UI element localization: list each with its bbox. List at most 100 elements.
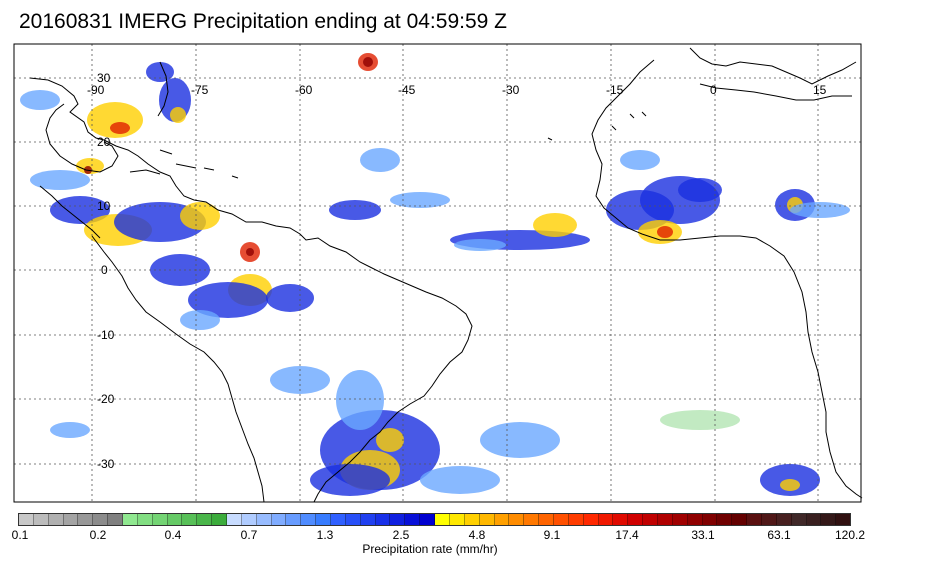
colorbar-tick: 0.4 xyxy=(164,528,182,542)
precip-cell xyxy=(363,57,373,67)
colorbar-swatch xyxy=(479,514,495,525)
colorbar-swatch xyxy=(494,514,510,525)
colorbar-swatch xyxy=(553,514,569,525)
colorbar-swatch xyxy=(836,514,851,525)
colorbar-swatch xyxy=(375,514,391,525)
precip-cell xyxy=(329,200,381,220)
colorbar-swatch xyxy=(702,514,718,525)
colorbar-swatch xyxy=(286,514,302,525)
precip-cell xyxy=(310,464,390,496)
coastline-mediterranean xyxy=(699,83,852,101)
colorbar-swatch xyxy=(108,514,124,525)
precip-cell xyxy=(76,158,104,174)
colorbar-tick: 1.3 xyxy=(316,528,334,542)
colorbar-tick: 0.1 xyxy=(11,528,29,542)
lat-label: 10 xyxy=(97,199,111,213)
precip-cell xyxy=(620,150,660,170)
lat-label: 20 xyxy=(97,135,111,149)
precip-cell xyxy=(188,282,268,318)
coastline-caribbean-islands xyxy=(129,149,239,179)
colorbar-swatch xyxy=(316,514,332,525)
precip-cell xyxy=(454,239,506,251)
precip-cell xyxy=(50,422,90,438)
colorbar-swatch xyxy=(241,514,257,525)
colorbar-swatch xyxy=(345,514,361,525)
coastline-europe-south xyxy=(689,47,857,85)
colorbar-swatch xyxy=(583,514,599,525)
colorbar-tick: 17.4 xyxy=(615,528,639,542)
colorbar-swatch xyxy=(405,514,421,525)
coastline-gulf xyxy=(45,103,119,173)
precip-cell xyxy=(420,466,500,494)
coastline-florida xyxy=(157,61,169,117)
lat-label: -30 xyxy=(97,457,115,471)
colorbar-swatch xyxy=(806,514,822,525)
colorbar-swatch xyxy=(598,514,614,525)
precip-cell xyxy=(180,202,220,230)
colorbar-swatch xyxy=(360,514,376,525)
colorbar-swatch xyxy=(435,514,450,525)
precip-cell xyxy=(390,192,450,208)
colorbar-swatch xyxy=(672,514,688,525)
precipitation-layer xyxy=(20,53,850,496)
lon-label: -30 xyxy=(502,83,520,97)
coastlines xyxy=(29,47,863,503)
graticule-grid xyxy=(14,44,861,502)
colorbar-swatch xyxy=(167,514,183,525)
colorbar-swatch xyxy=(227,514,242,525)
colorbar-tick: 120.2 xyxy=(834,528,866,542)
colorbar-swatch xyxy=(657,514,673,525)
precip-cell xyxy=(50,196,110,224)
colorbar-swatch xyxy=(732,514,748,525)
lon-label: -15 xyxy=(606,83,624,97)
colorbar-swatch xyxy=(212,514,228,525)
colorbar-tick: 33.1 xyxy=(691,528,715,542)
coastline-africa-west xyxy=(591,59,863,499)
colorbar-swatch xyxy=(390,514,406,525)
colorbar-swatch xyxy=(93,514,109,525)
colorbar-swatch xyxy=(539,514,554,525)
precip-cell xyxy=(480,422,560,458)
colorbar-tick: 2.5 xyxy=(392,528,410,542)
precip-cell xyxy=(790,202,850,218)
colorbar-swatch xyxy=(613,514,629,525)
coastline-north-america xyxy=(29,77,473,503)
colorbar-tick: 4.8 xyxy=(468,528,486,542)
precip-cell xyxy=(30,170,90,190)
colorbar-swatch xyxy=(182,514,198,525)
colorbar-swatch xyxy=(63,514,79,525)
lat-label: 0 xyxy=(101,263,108,277)
colorbar-swatch xyxy=(643,514,658,525)
colorbar-swatch xyxy=(687,514,703,525)
colorbar-tick: 9.1 xyxy=(543,528,561,542)
precip-cell xyxy=(678,178,722,202)
colorbar-swatch xyxy=(449,514,465,525)
colorbar-swatch xyxy=(197,514,213,525)
colorbar xyxy=(18,513,851,526)
colorbar-swatch xyxy=(19,514,34,525)
precip-cell xyxy=(266,284,314,312)
precip-cell xyxy=(170,107,186,123)
colorbar-swatch xyxy=(33,514,49,525)
colorbar-swatch xyxy=(137,514,153,525)
colorbar-swatch xyxy=(509,514,525,525)
lon-label: -75 xyxy=(191,83,209,97)
colorbar-swatch xyxy=(331,514,346,525)
coastline-central-america xyxy=(39,185,101,239)
precip-cell xyxy=(146,62,174,82)
lat-label: -10 xyxy=(97,328,115,342)
colorbar-swatch xyxy=(568,514,584,525)
precip-cell xyxy=(246,248,254,256)
precip-cell xyxy=(20,90,60,110)
lat-label: 30 xyxy=(97,71,111,85)
lon-label: -45 xyxy=(398,83,416,97)
colorbar-swatch xyxy=(761,514,777,525)
precip-cell xyxy=(336,370,384,430)
colorbar-swatch xyxy=(271,514,287,525)
precip-cell xyxy=(533,213,577,237)
lon-label: 15 xyxy=(813,83,827,97)
precip-cell xyxy=(376,428,404,452)
lon-label: -60 xyxy=(295,83,313,97)
colorbar-swatch xyxy=(776,514,792,525)
